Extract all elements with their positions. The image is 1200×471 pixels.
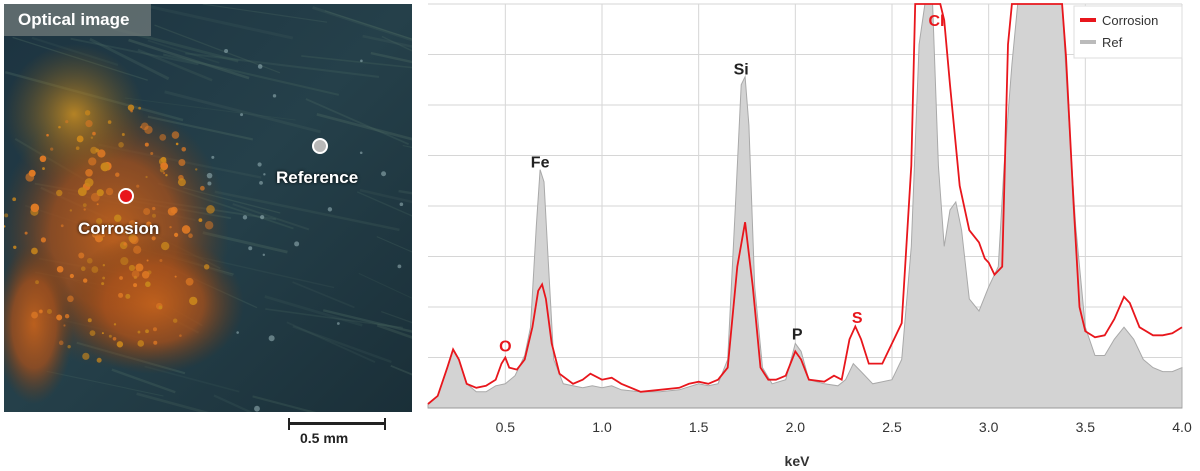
corrosion-spectrum-line bbox=[427, 3, 1183, 405]
scale-bar-label: 0.5 mm bbox=[300, 430, 349, 446]
peak-label: Si bbox=[734, 62, 749, 79]
legend-label-corrosion: Corrosion bbox=[1102, 13, 1158, 28]
chart-legend: Corrosion Ref bbox=[1073, 5, 1183, 59]
x-tick-label: 3.0 bbox=[979, 419, 999, 435]
x-tick-label: 0.5 bbox=[496, 419, 516, 435]
x-tick-label: 4.0 bbox=[1172, 419, 1192, 435]
x-tick-label: 1.5 bbox=[689, 419, 709, 435]
scale-bar bbox=[288, 418, 386, 430]
x-tick-label: 2.5 bbox=[882, 419, 902, 435]
reference-marker bbox=[312, 138, 328, 154]
eds-spectrum-chart: 0.5 1.0 1.5 2.0 2.5 3.0 3.5 4.0 keV O Fe Si P S Cl C… bbox=[427, 3, 1192, 469]
corrosion-marker bbox=[118, 188, 134, 204]
peak-label: S bbox=[852, 310, 863, 327]
x-axis-label: keV bbox=[785, 453, 811, 469]
peak-label: Fe bbox=[531, 155, 550, 172]
peak-labels: O Fe Si P S Cl bbox=[499, 13, 944, 355]
x-tick-label: 1.0 bbox=[592, 419, 612, 435]
corrosion-label: Corrosion bbox=[78, 219, 160, 238]
peak-label: P bbox=[792, 326, 803, 343]
peak-label: O bbox=[499, 338, 511, 355]
optical-micrograph bbox=[4, 4, 412, 412]
peak-label: Cl bbox=[928, 13, 944, 30]
x-tick-labels: 0.5 1.0 1.5 2.0 2.5 3.0 3.5 4.0 bbox=[496, 419, 1192, 435]
optical-image-title: Optical image bbox=[4, 4, 152, 36]
reference-label: Reference bbox=[276, 168, 359, 187]
legend-swatch-corrosion bbox=[1080, 18, 1096, 22]
legend-swatch-ref bbox=[1080, 40, 1096, 44]
legend-label-ref: Ref bbox=[1102, 35, 1123, 50]
optical-image-panel: Optical image Corrosion Reference bbox=[4, 4, 412, 412]
x-tick-label: 2.0 bbox=[786, 419, 806, 435]
series-corrosion bbox=[427, 3, 1183, 405]
rust-specks bbox=[4, 49, 404, 412]
x-tick-label: 3.5 bbox=[1076, 419, 1096, 435]
